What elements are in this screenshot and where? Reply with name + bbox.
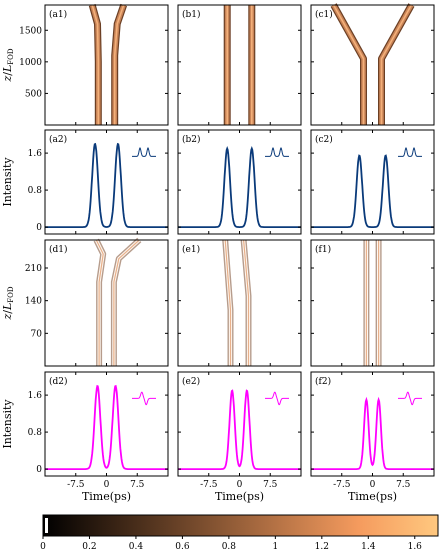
colorbar-tick-label: 1.2 [315, 542, 329, 551]
panel-background [178, 240, 301, 366]
colorbar: 0 0.2 0.4 0.6 0.8 1 1.2 1.4 1.6 [40, 514, 439, 551]
panel-background [311, 5, 434, 125]
x-tick-label: -7.5 [200, 480, 218, 490]
soliton-track-center [113, 4, 125, 125]
y-axis-label: z/LFOD [1, 48, 15, 82]
x-tick-label: 7.5 [130, 480, 145, 490]
y-axis-label: Intensity [1, 399, 14, 449]
y-tick-label: 0 [36, 223, 42, 233]
inset-profile [132, 391, 156, 406]
x-tick-label: 7.5 [263, 480, 278, 490]
panel-background [311, 240, 434, 366]
panels-group: (a1) 500 1000 1500 (b1) (c1) z/LFOD (a2) 0 0.8 1.6… [1, 3, 435, 503]
colorbar-marker [45, 518, 48, 533]
colorbar-tick-label: 0.4 [129, 542, 144, 551]
colorbar-tick-label: 0.8 [222, 542, 237, 551]
panel-background [45, 5, 168, 125]
panel-label: (c2) [315, 134, 333, 145]
panel-c2: (c2) [310, 129, 435, 235]
intensity-curve [178, 145, 301, 228]
intensity-curve [45, 384, 168, 470]
y-axis-label: z/LFOD [1, 286, 15, 320]
x-tick-label: 0 [237, 480, 243, 490]
soliton-track-center [91, 4, 100, 125]
panel-frame [44, 371, 169, 477]
panel-label: (b2) [182, 134, 201, 145]
y-tick-label: 1000 [19, 58, 42, 68]
soliton-track-center [332, 4, 365, 125]
panel-label: (e2) [182, 376, 200, 387]
x-tick-label: 7.5 [396, 480, 411, 490]
panel-e1: (e1) [177, 239, 302, 367]
panel-label: (c1) [315, 9, 333, 20]
x-tick-label: -7.5 [333, 480, 351, 490]
y-tick-label: 1.6 [28, 149, 43, 159]
y-tick-label: 0.8 [28, 186, 43, 196]
soliton-track-center [243, 239, 250, 366]
panel-background [45, 240, 168, 366]
panel-frame [310, 371, 435, 477]
x-tick-label: -7.5 [67, 480, 85, 490]
x-axis-label: Time(ps) [215, 490, 264, 503]
intensity-curve [45, 142, 168, 228]
soliton-track-center [224, 239, 232, 366]
panel-background [178, 5, 301, 125]
panel-label: (d1) [49, 244, 68, 255]
x-tick-label: 0 [104, 480, 110, 490]
colorbar-tick-label: 0.2 [82, 542, 96, 551]
intensity-curve [311, 396, 434, 470]
panel-label: (e1) [182, 244, 200, 255]
panel-frame [310, 129, 435, 235]
y-tick-label: 70 [31, 329, 43, 339]
colorbar-tick-label: 0 [40, 542, 46, 551]
panel-b1: (b1) [177, 4, 302, 126]
x-axis-label: Time(ps) [348, 490, 397, 503]
inset-profile [265, 146, 289, 157]
panel-label: (f2) [315, 376, 331, 387]
inset-profile [265, 391, 289, 406]
x-tick-label: 0 [370, 480, 376, 490]
inset-profile [132, 146, 156, 157]
panel-label: (a1) [49, 9, 67, 20]
panel-label: (f1) [315, 244, 331, 255]
y-tick-label: 1500 [19, 26, 42, 36]
inset-profile [398, 146, 422, 157]
panel-label: (d2) [49, 376, 68, 387]
intensity-curve [311, 154, 434, 228]
panel-b2: (b2) [177, 129, 302, 235]
y-tick-label: 0.8 [28, 428, 43, 438]
panel-f1: (f1) [310, 239, 435, 367]
panel-a1: (a1) 500 1000 1500 [19, 3, 169, 126]
soliton-track-center [380, 4, 413, 125]
panel-label: (a2) [49, 134, 67, 145]
colorbar-tick-label: 1.4 [361, 542, 376, 551]
y-axis-label: Intensity [1, 157, 14, 207]
y-tick-label: 500 [25, 89, 42, 99]
x-axis-label: Time(ps) [82, 490, 131, 503]
panel-a2: (a2) 0 0.8 1.6 [28, 129, 169, 235]
colorbar-tick-label: 0.6 [175, 542, 190, 551]
colorbar-tick-label: 1.6 [408, 542, 423, 551]
y-tick-label: 210 [25, 264, 42, 274]
panel-frame [44, 129, 169, 235]
y-tick-label: 1.6 [28, 391, 43, 401]
soliton-track-center [113, 239, 140, 366]
colorbar-gradient [42, 514, 439, 537]
panel-frame [177, 129, 302, 235]
panel-d1: (d1) 70 140 210 [25, 237, 169, 367]
soliton-track-center [95, 239, 104, 366]
intensity-curve [178, 389, 301, 470]
y-tick-label: 140 [25, 297, 42, 307]
y-tick-label: 0 [36, 465, 42, 475]
panel-frame [177, 371, 302, 477]
inset-profile [398, 391, 422, 406]
panel-c1: (c1) [310, 3, 435, 126]
panel-label: (b1) [182, 9, 201, 20]
colorbar-tick-label: 1 [272, 542, 278, 551]
